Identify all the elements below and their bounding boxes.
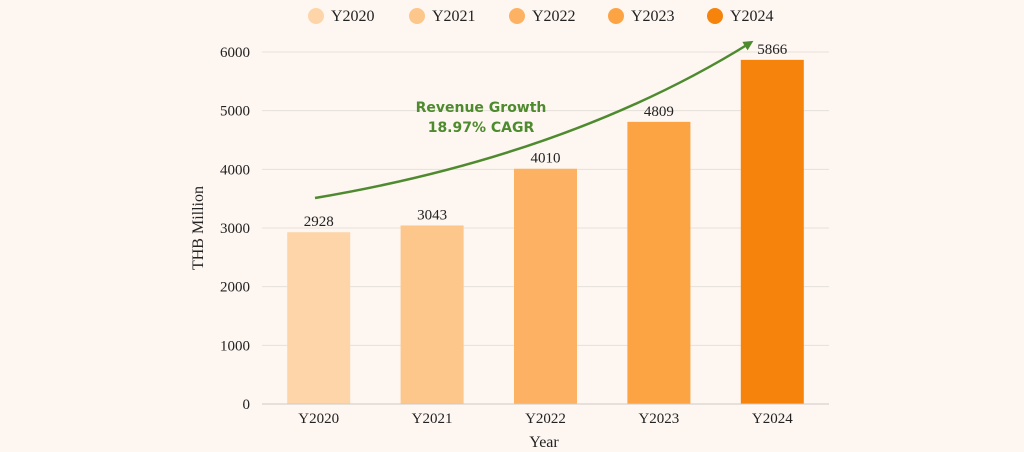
y-tick-label: 4000 bbox=[220, 162, 250, 178]
y-tick-label: 1000 bbox=[220, 338, 250, 354]
y-tick-label: 6000 bbox=[220, 45, 250, 61]
legend-swatch bbox=[707, 8, 723, 24]
annotation-line-2: 18.97% CAGR bbox=[428, 120, 535, 136]
bar-value-label: 3043 bbox=[417, 207, 447, 223]
legend-swatch bbox=[409, 8, 425, 24]
legend-swatch bbox=[308, 8, 324, 24]
annotation-line-1: Revenue Growth bbox=[416, 100, 547, 116]
bar bbox=[740, 59, 804, 405]
y-axis-title: THB Million bbox=[190, 186, 207, 270]
axis-layer: 0 1000 2000 3000 4000 5000 6000 Y2020 Y2021 Y2022… bbox=[220, 45, 829, 427]
bar-value-label: 2928 bbox=[304, 214, 334, 230]
bar bbox=[287, 232, 351, 404]
x-tick-label: Y2022 bbox=[525, 411, 566, 427]
x-tick-label: Y2020 bbox=[298, 411, 339, 427]
x-tick-label: Y2024 bbox=[752, 411, 793, 427]
y-tick-label: 5000 bbox=[220, 104, 250, 120]
x-tick-label: Y2023 bbox=[638, 411, 679, 427]
legend: Y2020 Y2021 Y2022 Y2023 Y2024 bbox=[308, 8, 774, 25]
bars-layer: 2928 3043 4010 4809 5866 bbox=[287, 42, 804, 405]
growth-arrow bbox=[314, 40, 754, 200]
growth-annotation: Revenue Growth 18.97% CAGR bbox=[314, 40, 754, 200]
bar-value-label: 4809 bbox=[644, 104, 674, 120]
bar bbox=[627, 121, 691, 404]
bar-value-label: 5866 bbox=[757, 42, 788, 58]
legend-label: Y2021 bbox=[432, 8, 476, 25]
legend-label: Y2024 bbox=[730, 8, 774, 25]
x-axis-title: Year bbox=[529, 434, 559, 451]
y-tick-label: 3000 bbox=[220, 221, 250, 237]
bar-value-label: 4010 bbox=[531, 151, 561, 167]
y-tick-label: 2000 bbox=[220, 280, 250, 296]
legend-swatch bbox=[509, 8, 525, 24]
legend-label: Y2020 bbox=[331, 8, 375, 25]
bar bbox=[514, 168, 577, 404]
x-tick-label: Y2021 bbox=[412, 411, 453, 427]
legend-label: Y2023 bbox=[631, 8, 675, 25]
y-tick-label: 0 bbox=[243, 397, 251, 413]
bar bbox=[400, 225, 464, 404]
legend-swatch bbox=[608, 8, 624, 24]
legend-label: Y2022 bbox=[532, 8, 576, 25]
